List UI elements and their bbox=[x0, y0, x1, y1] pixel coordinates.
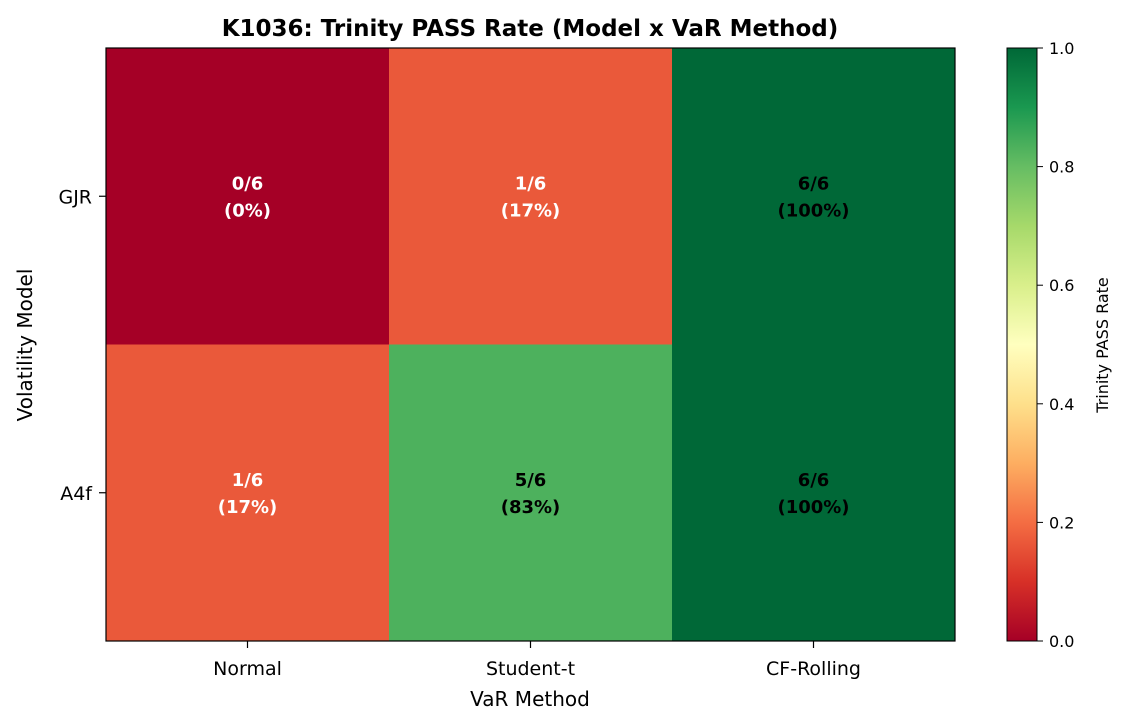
colorbar bbox=[1006, 47, 1038, 642]
cell-label: (0%) bbox=[224, 200, 271, 221]
cell-label: 5/6 bbox=[515, 470, 547, 491]
cell-label: 1/6 bbox=[515, 173, 547, 194]
cell-label: 6/6 bbox=[798, 173, 830, 194]
y-tick-label: GJR bbox=[58, 186, 92, 208]
heatmap-cells bbox=[106, 48, 956, 642]
y-axis-ticks: GJR A4f bbox=[58, 186, 106, 505]
colorbar-tick-label: 0.6 bbox=[1049, 276, 1074, 295]
cell-label: (17%) bbox=[218, 497, 278, 518]
colorbar-label: Trinity PASS Rate bbox=[1093, 277, 1112, 414]
x-axis-label: VaR Method bbox=[470, 687, 590, 711]
y-tick-label: A4f bbox=[60, 483, 93, 505]
colorbar-tick-label: 0.8 bbox=[1049, 158, 1074, 177]
x-tick-label: Student-t bbox=[486, 658, 575, 680]
heatmap-cell bbox=[672, 344, 956, 642]
cell-label: (100%) bbox=[777, 497, 849, 518]
cell-label: 1/6 bbox=[232, 470, 264, 491]
colorbar-tick-label: 0.0 bbox=[1049, 632, 1074, 651]
cell-label: (100%) bbox=[777, 200, 849, 221]
heatmap-cell bbox=[672, 48, 956, 345]
cell-label: (17%) bbox=[501, 200, 561, 221]
colorbar-tick-label: 0.2 bbox=[1049, 513, 1074, 532]
heatmap-cell-labels: 0/6 (0%) 1/6 (17%) 6/6 (100%) 1/6 (17%) 5/6 (83%)… bbox=[218, 173, 850, 518]
chart-title: K1036: Trinity PASS Rate (Model x VaR Me… bbox=[222, 16, 839, 42]
colorbar-tick-label: 0.4 bbox=[1049, 395, 1074, 414]
x-tick-label: CF-Rolling bbox=[766, 658, 861, 680]
cell-label: (83%) bbox=[501, 497, 561, 518]
x-axis-ticks: Normal Student-t CF-Rolling bbox=[213, 641, 861, 680]
cell-label: 6/6 bbox=[798, 470, 830, 491]
heatmap-cell bbox=[389, 48, 673, 345]
y-axis-label: Volatility Model bbox=[13, 269, 37, 422]
cell-label: 0/6 bbox=[232, 173, 264, 194]
heatmap-cell bbox=[389, 344, 673, 642]
colorbar-ticks: 0.0 0.2 0.4 0.6 0.8 1.0 bbox=[1037, 39, 1074, 651]
heatmap-cell bbox=[106, 48, 390, 345]
heatmap-cell bbox=[106, 344, 390, 642]
colorbar-tick-label: 1.0 bbox=[1049, 39, 1074, 58]
x-tick-label: Normal bbox=[213, 658, 282, 680]
